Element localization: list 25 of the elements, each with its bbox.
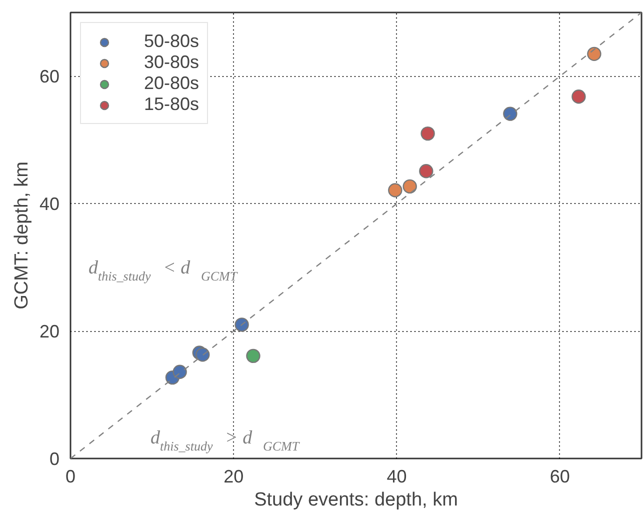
x-tick-label: 60 [550, 466, 570, 486]
x-tick-label: 40 [386, 466, 407, 486]
point [402, 179, 417, 194]
point [420, 126, 435, 141]
point [572, 90, 586, 104]
point [246, 348, 260, 364]
legend-label: 50-80s [144, 31, 200, 52]
point [587, 46, 602, 61]
point [172, 364, 187, 379]
y-tick-label: 40 [39, 194, 60, 214]
y-tick-label: 20 [39, 322, 60, 342]
legend-label: 15-80s [144, 94, 200, 115]
x-tick-label: 0 [65, 466, 76, 486]
point [419, 164, 434, 178]
y-axis-title: GCMT: depth, km [11, 162, 32, 310]
point [388, 183, 402, 198]
legend-label: 30-80s [144, 52, 200, 73]
legend-label: 20-80s [144, 73, 200, 94]
x-tick-label: 20 [224, 466, 244, 486]
y-tick-label: 60 [39, 66, 60, 87]
x-axis-title: Study events: depth, km [254, 490, 458, 510]
point [196, 348, 210, 362]
point [503, 106, 518, 121]
y-tick-label: 0 [49, 449, 60, 469]
point [234, 318, 249, 332]
